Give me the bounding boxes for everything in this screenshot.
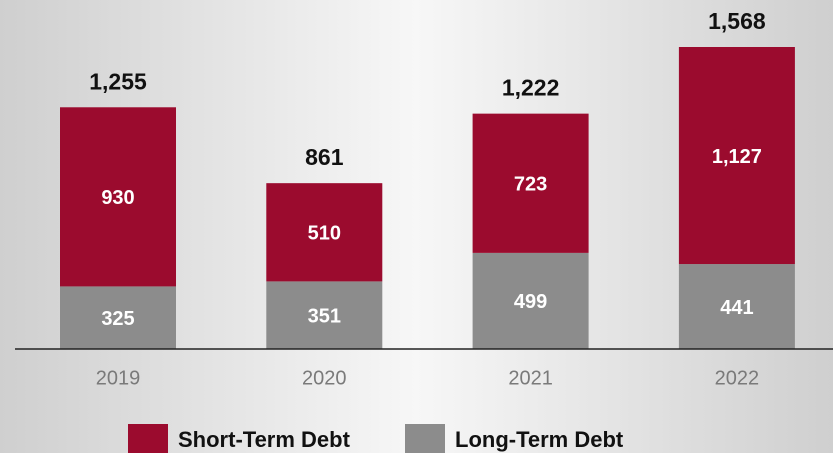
x-tick-label: 2021 — [508, 367, 553, 389]
segment-label: 499 — [514, 291, 547, 313]
bar-segment — [678, 264, 795, 349]
x-tick-label: 2019 — [96, 367, 141, 389]
x-tick-label: 2022 — [715, 367, 760, 389]
bar-segment — [266, 281, 383, 349]
segment-label: 325 — [101, 308, 134, 330]
legend-label: Short-Term Debt — [178, 427, 351, 452]
total-label: 861 — [305, 144, 344, 170]
segment-label: 510 — [308, 223, 341, 245]
x-tick-label: 2020 — [302, 367, 347, 389]
bar-segment — [472, 113, 589, 253]
total-label: 1,222 — [502, 75, 560, 101]
segment-label: 930 — [101, 187, 134, 209]
segment-label: 723 — [514, 174, 547, 196]
bar-segment — [472, 252, 589, 349]
total-label: 1,568 — [708, 8, 766, 34]
segment-label: 1,127 — [712, 146, 762, 168]
legend-label: Long-Term Debt — [455, 427, 624, 452]
bar-segment — [678, 47, 795, 265]
segment-label: 441 — [720, 297, 753, 319]
legend-swatch — [405, 424, 445, 453]
segment-label: 351 — [308, 305, 341, 327]
legend-swatch — [128, 424, 168, 453]
bar-segment — [266, 183, 383, 282]
bar-segment — [60, 286, 176, 349]
total-label: 1,255 — [89, 68, 147, 94]
bar-segment — [60, 107, 176, 287]
